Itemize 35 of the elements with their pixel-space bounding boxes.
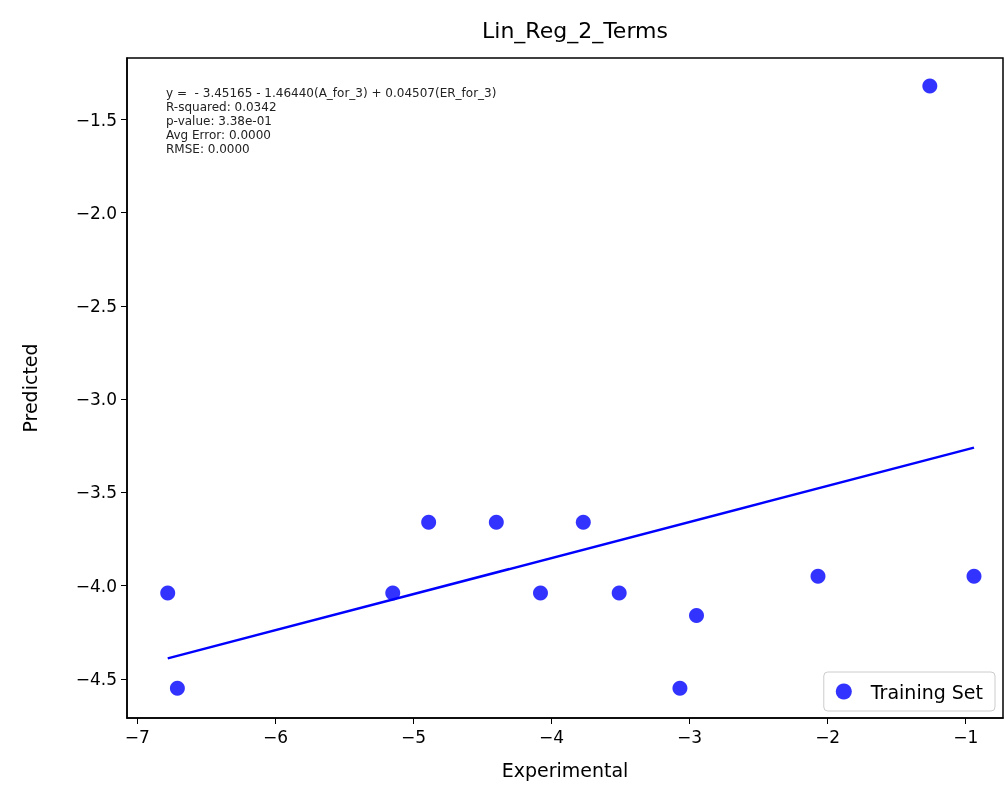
x-axis-title: Experimental: [501, 758, 629, 781]
chart-title: Lin_Reg_2_Terms: [482, 17, 668, 44]
legend-label: Training Set: [869, 680, 984, 703]
annotation: p-value: 3.38e-01: [166, 114, 272, 128]
point: [421, 514, 437, 530]
x-tick-label: −6: [262, 726, 288, 747]
point: [611, 585, 627, 601]
x-tick-label: −7: [124, 726, 150, 747]
annotation: R-squared: 0.0342: [166, 100, 277, 114]
annotation: y = - 3.45165 - 1.46440(A_for_3) + 0.04507(ER_for_3): [166, 86, 497, 100]
x-tick-label: −1: [953, 726, 979, 747]
point: [966, 568, 982, 584]
y-tick-label: −3.5: [75, 482, 117, 503]
point: [689, 607, 704, 623]
y-tick-label: −2.5: [75, 295, 117, 316]
point: [488, 514, 504, 530]
point: [169, 680, 185, 696]
x-tick-label: −4: [539, 726, 565, 747]
x-tick-label: −5: [400, 726, 427, 747]
y-tick-label: −4.0: [75, 575, 117, 596]
y-tick-label: −2.0: [75, 202, 117, 223]
annotation: Avg Error: 0.0000: [166, 128, 271, 142]
point: [810, 568, 826, 584]
x-tick-label: −3: [677, 726, 703, 747]
point: [533, 585, 548, 601]
point: [672, 680, 688, 696]
y-tick-label: −3.0: [75, 389, 117, 410]
annotation: RMSE: 0.0000: [166, 142, 250, 156]
y-tick-label: −4.5: [75, 668, 117, 689]
point: [160, 585, 176, 601]
x-tick-label: −2: [815, 726, 841, 747]
y-axis-title: Predicted: [18, 343, 41, 433]
point: [922, 78, 938, 94]
point: [575, 514, 591, 530]
y-tick-label: −1.5: [75, 109, 117, 130]
